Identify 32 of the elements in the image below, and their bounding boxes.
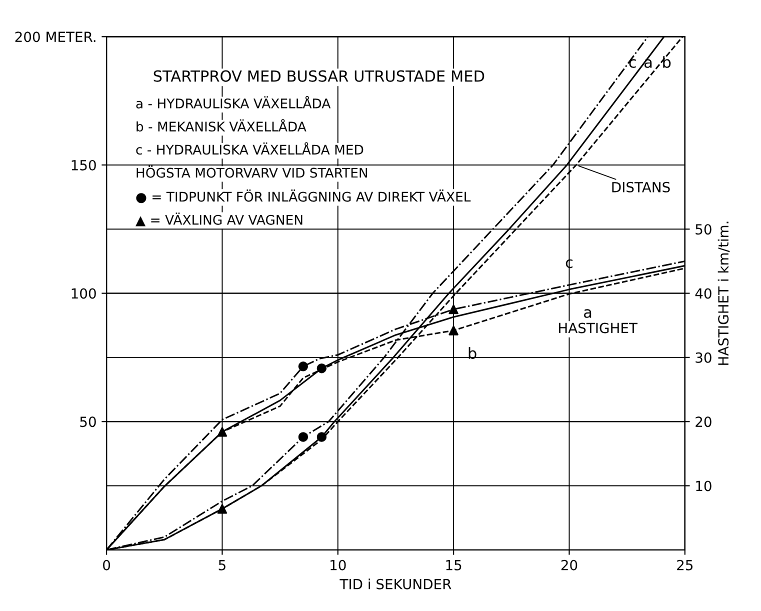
annotation: DISTANS <box>612 182 670 192</box>
x-tick-label: 0 <box>103 560 110 570</box>
point <box>448 326 458 336</box>
annotation: a - HYDRAULISKA VÄXELLÅDA <box>136 96 331 108</box>
y-tick-label: 50 <box>80 416 96 428</box>
point <box>448 304 458 314</box>
annotation: ● = TIDPUNKT FÖR INLÄGGNING AV DIREKT VÄXEL <box>136 190 471 204</box>
x-tick-label: 10 <box>330 560 346 570</box>
y-tick-label: 100 <box>72 288 96 299</box>
annotation: c - HYDRAULISKA VÄXELLÅDA MED <box>136 142 364 155</box>
y-tick-label: 150 <box>72 160 96 170</box>
x-tick-label: 15 <box>446 560 462 570</box>
y2-tick-label: 30 <box>696 352 712 363</box>
x-tick-label: 25 <box>677 560 693 570</box>
text: STARTPROV MED BUSSAR UTRUSTADE MED <box>154 70 484 82</box>
annotation: ▲ = VÄXLING AV VAGNEN <box>135 212 302 226</box>
y2-tick-label: 50 <box>696 224 712 235</box>
y-tick-label: 200 METER. <box>15 32 96 42</box>
series-label: a <box>584 309 592 318</box>
y2-tick-label: 40 <box>695 288 712 299</box>
annotation: HASTIGHET <box>559 322 638 334</box>
x-axis-title: TID i SEKUNDER <box>340 578 452 590</box>
y2-axis-title: HASTIGHET i km/tim. <box>718 222 730 365</box>
x-tick-label: 5 <box>218 560 226 570</box>
y2-tick-label: 20 <box>696 416 712 428</box>
point <box>217 426 228 437</box>
y2-tick-label: 10 <box>696 480 712 492</box>
point <box>316 363 327 374</box>
annotation: b - MEKANISK VÄXELLÅDA <box>136 119 306 132</box>
x-tick-label: 20 <box>561 560 578 570</box>
annotation: HÖGSTA MOTORVARV VID STARTEN <box>136 166 368 178</box>
point <box>298 362 308 372</box>
